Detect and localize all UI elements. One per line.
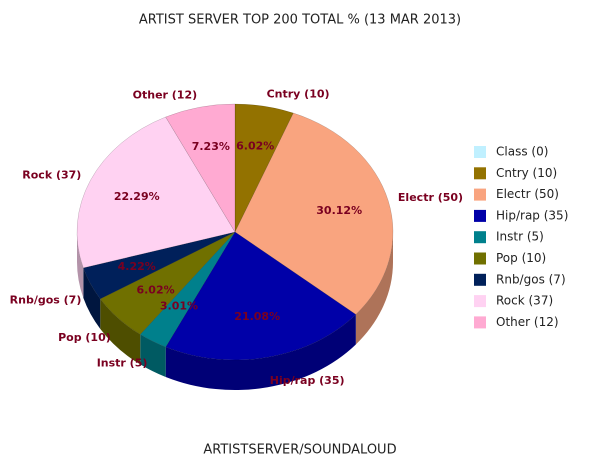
slice <box>234 103 294 233</box>
legend-swatch <box>474 209 486 222</box>
slice <box>76 116 236 269</box>
percent-label: 21.08% <box>234 310 280 323</box>
slice-side <box>165 314 356 391</box>
legend-swatch <box>474 316 486 329</box>
chart-caption: ARTISTSERVER/SOUNDALOUD <box>203 443 396 458</box>
legend-label: Hip/rap (35) <box>496 208 568 222</box>
slice-side <box>355 232 394 345</box>
legend-label: Rock (37) <box>496 294 553 308</box>
legend-swatch <box>474 231 486 244</box>
legend-swatch <box>474 273 486 286</box>
percent-label: 3.01% <box>160 299 198 312</box>
slice <box>165 103 236 233</box>
percent-label: 22.29% <box>114 190 160 203</box>
legend-swatch <box>474 188 486 201</box>
chart-title: ARTIST SERVER TOP 200 TOTAL % (13 MAR 20… <box>139 13 461 28</box>
legend-label: Cntry (10) <box>496 166 557 180</box>
legend-label: Pop (10) <box>496 251 546 265</box>
percent-label: 30.12% <box>316 204 362 217</box>
legend-swatch <box>474 295 486 308</box>
legend-label: Class (0) <box>496 145 548 159</box>
legend-label: Electr (50) <box>496 187 559 201</box>
slice <box>165 231 357 361</box>
slice-side <box>100 298 141 365</box>
slice-side <box>140 334 166 378</box>
percent-label: 4.22% <box>118 260 156 273</box>
percent-label: 6.02% <box>136 284 174 297</box>
legend-label: Rnb/gos (7) <box>496 272 566 286</box>
slice <box>99 231 236 335</box>
slice-label: Hip/rap (35) <box>270 374 345 387</box>
slice-label: Cntry (10) <box>267 87 330 100</box>
legend-swatch <box>474 146 486 158</box>
slice-side <box>83 267 101 329</box>
legend-swatch <box>474 167 486 180</box>
legend-label: Other (12) <box>496 315 559 329</box>
slice-label: Rnb/gos (7) <box>10 294 82 307</box>
slice-label: Rock (37) <box>22 168 81 181</box>
slice-side <box>77 232 84 298</box>
percent-label: 6.02% <box>236 140 274 153</box>
slice-label: Electr (50) <box>398 191 463 204</box>
slice-label: Other (12) <box>133 89 198 102</box>
legend-label: Instr (5) <box>496 230 544 244</box>
slice-label: Instr (5) <box>97 356 148 369</box>
slice <box>139 231 236 348</box>
slice-label: Pop (10) <box>58 331 111 344</box>
percent-label: 7.23% <box>192 140 230 153</box>
legend-swatch <box>474 252 486 265</box>
slice <box>83 231 236 300</box>
slice <box>234 112 394 315</box>
